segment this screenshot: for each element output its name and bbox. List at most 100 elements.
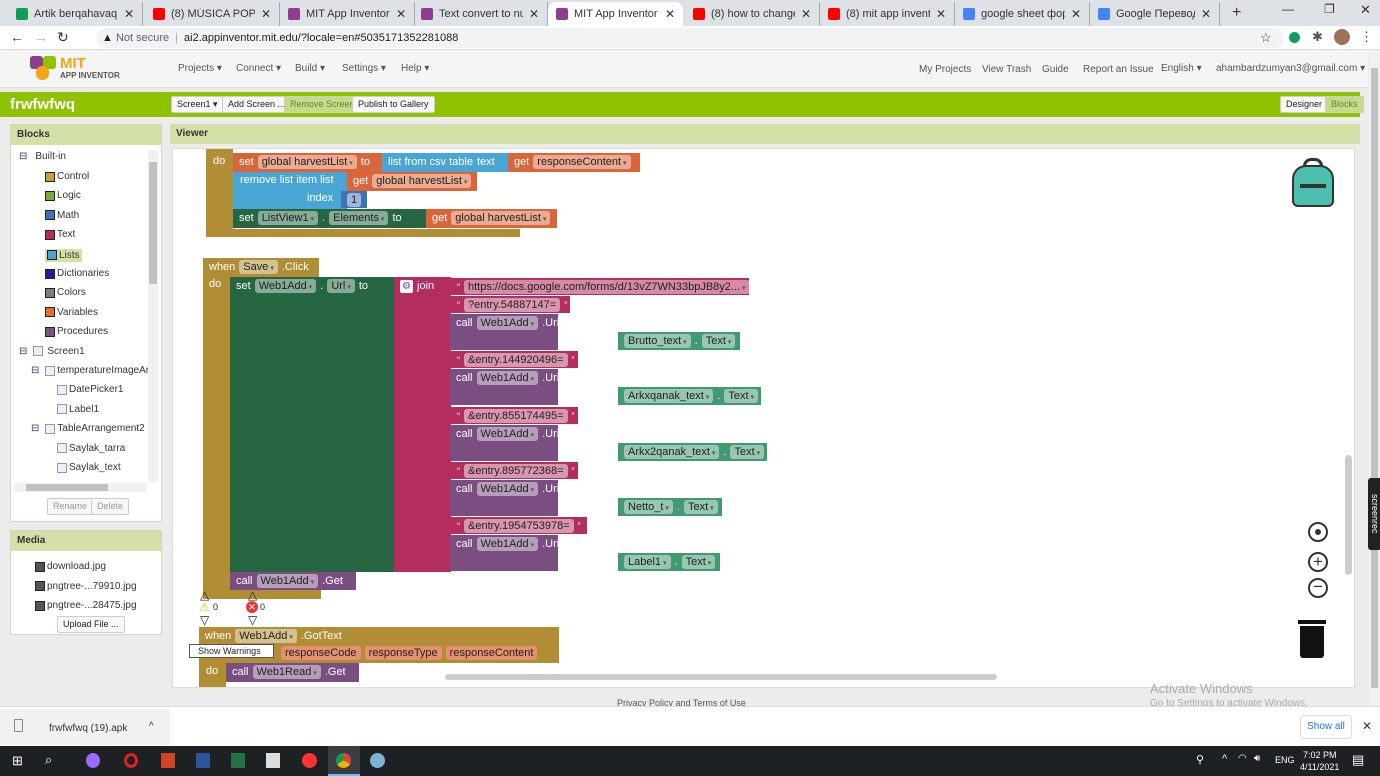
media-file[interactable]: pngtree-...28475.jpg xyxy=(35,600,137,611)
trash-icon[interactable] xyxy=(1298,618,1326,658)
close-tab-icon[interactable]: ✕ xyxy=(260,7,271,21)
link-report-issue[interactable]: Report an Issue xyxy=(1083,64,1154,75)
dropdown-field[interactable]: Web1Add xyxy=(476,371,539,386)
media-file[interactable]: pngtree-...79910.jpg xyxy=(35,581,137,592)
zoom-in-icon[interactable]: + xyxy=(1308,552,1328,572)
drawer-logic[interactable]: Logic xyxy=(45,190,81,201)
text-string-block[interactable]: “ &entry.144920496=” xyxy=(451,351,578,369)
number-field[interactable]: 1 xyxy=(347,193,362,207)
dropdown-field[interactable]: Text xyxy=(724,389,759,404)
rename-button[interactable]: Rename xyxy=(47,498,94,515)
drawer-control[interactable]: Control xyxy=(45,171,89,182)
dropdown-field[interactable]: ListView1 xyxy=(257,211,319,225)
url-input[interactable]: ▲ Not secure | ai2.appinventor.mit.edu/?… xyxy=(96,28,1284,48)
language-indicator[interactable]: ENG xyxy=(1275,755,1295,765)
dropdown-field[interactable]: Web1Add xyxy=(476,481,539,496)
menu-help[interactable]: Help ▾ xyxy=(401,63,430,74)
collapse-icon[interactable]: ⊟ xyxy=(19,151,28,162)
tree-horizontal-scrollbar[interactable] xyxy=(14,483,146,492)
component-getter-block[interactable]: Arkxqanak_text.Text xyxy=(618,387,761,406)
add-screen-button[interactable]: Add Screen ... xyxy=(222,96,292,113)
dropdown-field[interactable]: Text xyxy=(681,555,716,570)
browser-tab[interactable]: google sheet формула ✕ xyxy=(955,2,1090,26)
dropdown-field[interactable]: Brutto_text xyxy=(624,334,691,348)
workspace-vertical-scrollbar[interactable] xyxy=(1345,455,1352,575)
link-my-projects[interactable]: My Projects xyxy=(919,64,972,75)
paint-icon[interactable] xyxy=(370,753,385,768)
volume-icon[interactable]: 🔊︎ xyxy=(1254,753,1261,764)
clock-time[interactable]: 7:02 PM xyxy=(1303,750,1337,760)
chrome-taskbar-icon[interactable] xyxy=(328,746,360,776)
collapse-icon[interactable]: ⊟ xyxy=(31,365,40,376)
screenrec-tab[interactable]: screenrec xyxy=(1368,478,1380,550)
chevron-up-icon[interactable]: ^ xyxy=(149,721,154,732)
dropdown-field[interactable]: Web1Add xyxy=(476,426,539,441)
dropdown-field[interactable]: Web1Add xyxy=(476,316,539,330)
browser-tab[interactable]: (8) MÚSICA POP PARA ✕ xyxy=(145,2,280,26)
dropdown-field[interactable]: Web1Add xyxy=(256,574,319,588)
extensions-puzzle-icon[interactable]: ✱ xyxy=(1312,29,1323,44)
close-tab-icon[interactable]: ✕ xyxy=(664,7,675,21)
dropdown-field[interactable]: Netto_t xyxy=(624,499,673,514)
notifications-icon[interactable]: ▤ xyxy=(1352,752,1365,767)
tree-node-built-in[interactable]: ⊟ Built-in xyxy=(19,151,66,162)
dropdown-field[interactable]: responseContent xyxy=(533,155,631,169)
error-icon[interactable]: ✕ xyxy=(246,601,258,613)
delete-button[interactable]: Delete xyxy=(91,498,130,515)
menu-build[interactable]: Build ▾ xyxy=(295,63,326,74)
show-all-button[interactable]: Show all xyxy=(1300,715,1352,739)
close-tab-icon[interactable]: ✕ xyxy=(395,7,406,21)
browser-tab[interactable]: Text convert to number ✕ xyxy=(413,2,548,26)
dropdown-field[interactable]: Text xyxy=(701,334,736,348)
download-item[interactable]: frwfwfwq (19).apk ^ xyxy=(0,709,170,745)
browser-tab[interactable]: MIT App Inventor ✕ xyxy=(548,2,683,26)
page-scrollbar[interactable] xyxy=(1369,50,1380,705)
workspace-horizontal-scrollbar[interactable] xyxy=(445,674,997,680)
component-node[interactable]: ⊟ temperatureImageArra xyxy=(31,365,149,376)
blocks-button[interactable]: Blocks xyxy=(1325,96,1364,113)
text-string-block[interactable]: “ https://docs.google.com/forms/d/13vZ7WN… xyxy=(451,278,757,295)
clock-date[interactable]: 4/11/2021 xyxy=(1300,762,1340,772)
collapse-icon[interactable]: ⊟ xyxy=(19,345,28,357)
windows-start-icon[interactable]: ⊞ xyxy=(12,753,23,768)
bookmark-star-icon[interactable]: ☆ xyxy=(1260,30,1272,45)
new-tab-button[interactable]: + xyxy=(1232,4,1242,21)
component-node[interactable]: ⊟ TableArrangement2 xyxy=(31,423,145,434)
close-tab-icon[interactable]: ✕ xyxy=(123,7,134,21)
menu-settings[interactable]: Settings ▾ xyxy=(342,63,386,74)
designer-button[interactable]: Designer xyxy=(1280,96,1329,113)
excel-icon[interactable] xyxy=(231,753,245,768)
show-hidden-icons[interactable]: ^ xyxy=(1222,753,1228,765)
link-view-trash[interactable]: View Trash xyxy=(982,64,1032,75)
close-tab-icon[interactable]: ✕ xyxy=(1200,7,1211,21)
dropdown-field[interactable]: Save xyxy=(239,260,278,274)
event-parameter[interactable]: responseType xyxy=(364,646,442,660)
component-getter-block[interactable]: Label1.Text xyxy=(618,553,720,572)
text-string-block[interactable]: “ &entry.895772368=” xyxy=(451,461,578,479)
drawer-colors[interactable]: Colors xyxy=(45,287,86,298)
text-value[interactable]: &entry.1954753978= xyxy=(464,519,574,534)
yandex-icon[interactable] xyxy=(302,753,317,768)
collapse-icon[interactable]: ⊟ xyxy=(31,423,40,435)
dropdown-field[interactable]: global harvestList xyxy=(372,174,472,188)
close-tab-icon[interactable]: ✕ xyxy=(935,7,946,21)
mutator-gear-icon[interactable]: ⚙ xyxy=(400,280,413,293)
language-menu[interactable]: English ▾ xyxy=(1161,63,1202,74)
opera-icon[interactable] xyxy=(124,753,138,768)
recenter-icon[interactable] xyxy=(1308,522,1328,542)
join-block[interactable]: ⚙ join xyxy=(394,277,451,572)
get-variable-block[interactable]: get responseContent xyxy=(508,153,640,172)
remove-list-item-block[interactable] xyxy=(233,172,347,209)
dropdown-field[interactable]: Url xyxy=(327,279,355,293)
component-node[interactable]: DatePicker1 xyxy=(57,384,123,395)
powerpoint-icon[interactable] xyxy=(161,753,175,768)
